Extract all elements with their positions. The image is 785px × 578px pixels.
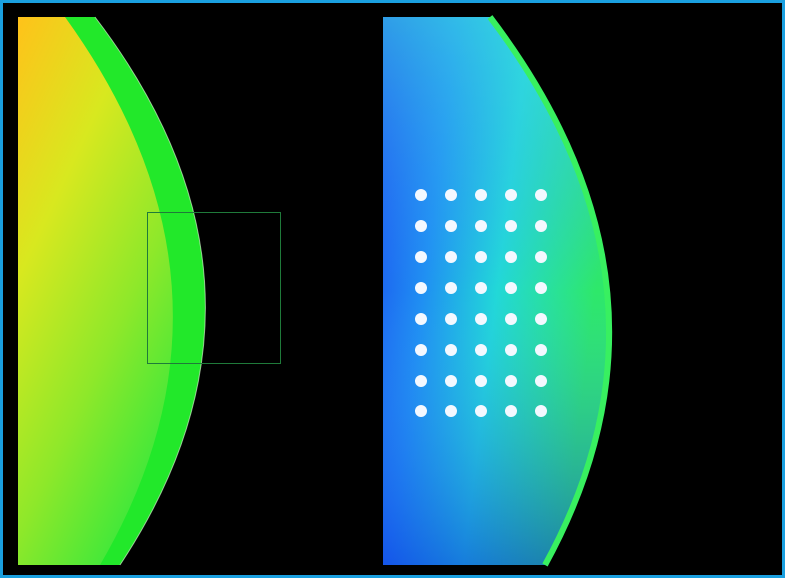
right-edge-band <box>487 15 613 567</box>
dot <box>415 282 427 294</box>
dot <box>475 344 487 356</box>
dot-row <box>415 282 547 294</box>
dot-row <box>415 313 547 325</box>
dot <box>445 344 457 356</box>
dot <box>505 405 517 417</box>
dot <box>535 282 547 294</box>
dot <box>535 251 547 263</box>
dot <box>535 344 547 356</box>
roi-box <box>147 212 281 364</box>
dot-row <box>415 189 547 201</box>
dot <box>445 405 457 417</box>
dot-row <box>415 344 547 356</box>
dot-row <box>415 375 547 387</box>
dot <box>415 405 427 417</box>
dot <box>505 313 517 325</box>
dot <box>415 189 427 201</box>
dot <box>505 344 517 356</box>
dot <box>535 313 547 325</box>
dot-grid <box>415 189 547 417</box>
dot <box>415 313 427 325</box>
dot <box>475 189 487 201</box>
dot <box>475 375 487 387</box>
dot <box>445 313 457 325</box>
dot <box>445 251 457 263</box>
left-inner-region <box>18 17 173 565</box>
dot <box>445 282 457 294</box>
dot <box>415 251 427 263</box>
dot <box>505 282 517 294</box>
dot-row <box>415 220 547 232</box>
dot-row <box>415 251 547 263</box>
dot <box>445 189 457 201</box>
dot <box>505 220 517 232</box>
left-edge <box>94 16 206 566</box>
right-shading <box>383 17 610 565</box>
dot <box>445 375 457 387</box>
dot <box>415 375 427 387</box>
dot <box>475 313 487 325</box>
dot <box>415 344 427 356</box>
dot <box>505 251 517 263</box>
dot <box>475 282 487 294</box>
dot <box>475 405 487 417</box>
dot <box>535 220 547 232</box>
dot <box>415 220 427 232</box>
dot <box>445 220 457 232</box>
dot <box>475 251 487 263</box>
dot <box>535 189 547 201</box>
dot <box>535 405 547 417</box>
dot <box>535 375 547 387</box>
dot <box>505 375 517 387</box>
dot-row <box>415 405 547 417</box>
dot <box>475 220 487 232</box>
dot <box>505 189 517 201</box>
